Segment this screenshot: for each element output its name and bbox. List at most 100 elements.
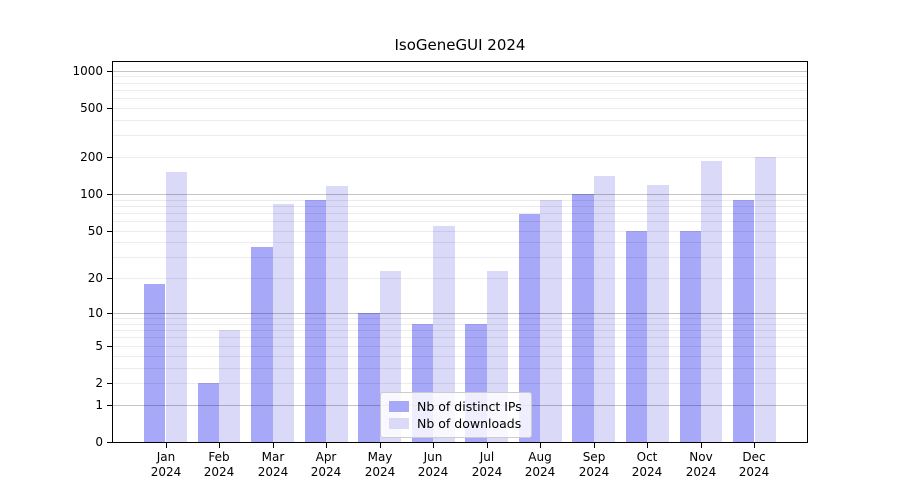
- y-axis-tick: [107, 194, 112, 195]
- minor-gridline: [112, 356, 808, 357]
- bar-downloads: [700, 160, 723, 442]
- x-axis-tick: [433, 443, 434, 448]
- minor-gridline: [112, 157, 808, 158]
- minor-gridline: [112, 383, 808, 384]
- minor-gridline: [112, 231, 808, 232]
- x-axis-tick: [540, 443, 541, 448]
- y-axis-tick: [107, 405, 112, 406]
- bar-distinct-ips: [304, 200, 327, 442]
- y-axis-tick-label: 5: [95, 339, 103, 353]
- legend-label-distinct-ips: Nb of distinct IPs: [417, 399, 522, 414]
- x-axis-tick: [487, 443, 488, 448]
- minor-gridline: [112, 135, 808, 136]
- legend-swatch-distinct-ips: [389, 401, 409, 412]
- y-axis-tick: [107, 157, 112, 158]
- y-axis-tick: [107, 278, 112, 279]
- y-axis-tick-label: 50: [87, 224, 103, 238]
- x-axis-tick: [594, 443, 595, 448]
- x-axis-tick-label: Feb 2024: [203, 450, 235, 479]
- bar-downloads: [754, 157, 776, 442]
- chart-title: IsoGeneGUI 2024: [394, 36, 526, 54]
- y-axis-tick-label: 10: [87, 306, 103, 320]
- x-axis-tick-label: Oct 2024: [631, 450, 663, 479]
- y-axis-tick: [107, 313, 112, 314]
- x-axis-tick: [273, 443, 274, 448]
- minor-gridline: [112, 120, 808, 121]
- y-axis-tick-label: 0: [95, 435, 103, 449]
- legend: Nb of distinct IPs Nb of downloads: [380, 392, 532, 438]
- bar-distinct-ips: [358, 313, 380, 442]
- x-axis-tick: [701, 443, 702, 448]
- y-axis-tick-label: 1: [95, 398, 103, 412]
- y-axis-tick: [107, 231, 112, 232]
- x-axis-tick-label: Mar 2024: [257, 450, 289, 479]
- minor-gridline: [112, 200, 808, 201]
- y-axis-tick: [107, 442, 112, 443]
- bar-downloads: [647, 184, 669, 442]
- major-gridline: [112, 194, 808, 195]
- x-axis-tick: [647, 443, 648, 448]
- x-axis-tick: [166, 443, 167, 448]
- minor-gridline: [112, 257, 808, 258]
- minor-gridline: [112, 76, 808, 77]
- legend-label-downloads: Nb of downloads: [417, 416, 522, 431]
- bar-downloads: [165, 172, 187, 442]
- y-axis-tick-label: 200: [80, 150, 103, 164]
- y-axis-tick: [107, 346, 112, 347]
- x-axis-tick: [754, 443, 755, 448]
- minor-gridline: [112, 242, 808, 243]
- x-axis-tick-label: Aug 2024: [524, 450, 556, 479]
- legend-row-distinct-ips: Nb of distinct IPs: [389, 398, 522, 415]
- minor-gridline: [112, 213, 808, 214]
- minor-gridline: [112, 90, 808, 91]
- bar-distinct-ips: [144, 283, 166, 442]
- bar-distinct-ips: [251, 246, 273, 442]
- bar-downloads: [326, 185, 348, 442]
- x-axis-tick-label: Jan 2024: [150, 450, 182, 479]
- major-gridline: [112, 313, 808, 314]
- bar-distinct-ips: [626, 230, 648, 442]
- legend-swatch-downloads: [389, 418, 409, 429]
- minor-gridline: [112, 278, 808, 279]
- x-axis-tick-label: May 2024: [364, 450, 396, 479]
- legend-row-downloads: Nb of downloads: [389, 415, 522, 432]
- minor-gridline: [112, 346, 808, 347]
- minor-gridline: [112, 221, 808, 222]
- minor-gridline: [112, 330, 808, 331]
- x-axis-tick: [326, 443, 327, 448]
- bar-distinct-ips: [197, 382, 220, 442]
- minor-gridline: [112, 318, 808, 319]
- y-axis-tick-label: 1000: [72, 64, 103, 78]
- x-axis-tick: [380, 443, 381, 448]
- bar-downloads: [433, 225, 455, 442]
- y-axis-tick: [107, 383, 112, 384]
- x-axis-tick: [219, 443, 220, 448]
- minor-gridline: [112, 108, 808, 109]
- minor-gridline: [112, 98, 808, 99]
- bar-downloads: [219, 330, 241, 442]
- bar-distinct-ips: [518, 213, 541, 442]
- minor-gridline: [112, 324, 808, 325]
- bar-distinct-ips: [679, 230, 701, 442]
- x-axis-tick-label: Apr 2024: [310, 450, 342, 479]
- x-axis-tick-label: Dec 2024: [738, 450, 770, 479]
- bar-distinct-ips: [733, 200, 755, 442]
- minor-gridline: [112, 368, 808, 369]
- x-axis-tick-label: Sep 2024: [578, 450, 610, 479]
- x-axis-tick-label: Jun 2024: [417, 450, 449, 479]
- y-axis-tick: [107, 71, 112, 72]
- x-axis-tick-label: Nov 2024: [685, 450, 717, 479]
- x-axis-tick-label: Jul 2024: [471, 450, 503, 479]
- y-axis-tick-label: 20: [87, 271, 103, 285]
- bar-downloads: [272, 203, 294, 442]
- bar-downloads: [593, 175, 616, 442]
- minor-gridline: [112, 206, 808, 207]
- minor-gridline: [112, 337, 808, 338]
- major-gridline: [112, 71, 808, 72]
- bar-downloads: [540, 200, 562, 442]
- y-axis-tick-label: 100: [80, 187, 103, 201]
- bar-distinct-ips: [572, 194, 594, 442]
- y-axis-tick: [107, 108, 112, 109]
- y-axis-tick-label: 2: [95, 376, 103, 390]
